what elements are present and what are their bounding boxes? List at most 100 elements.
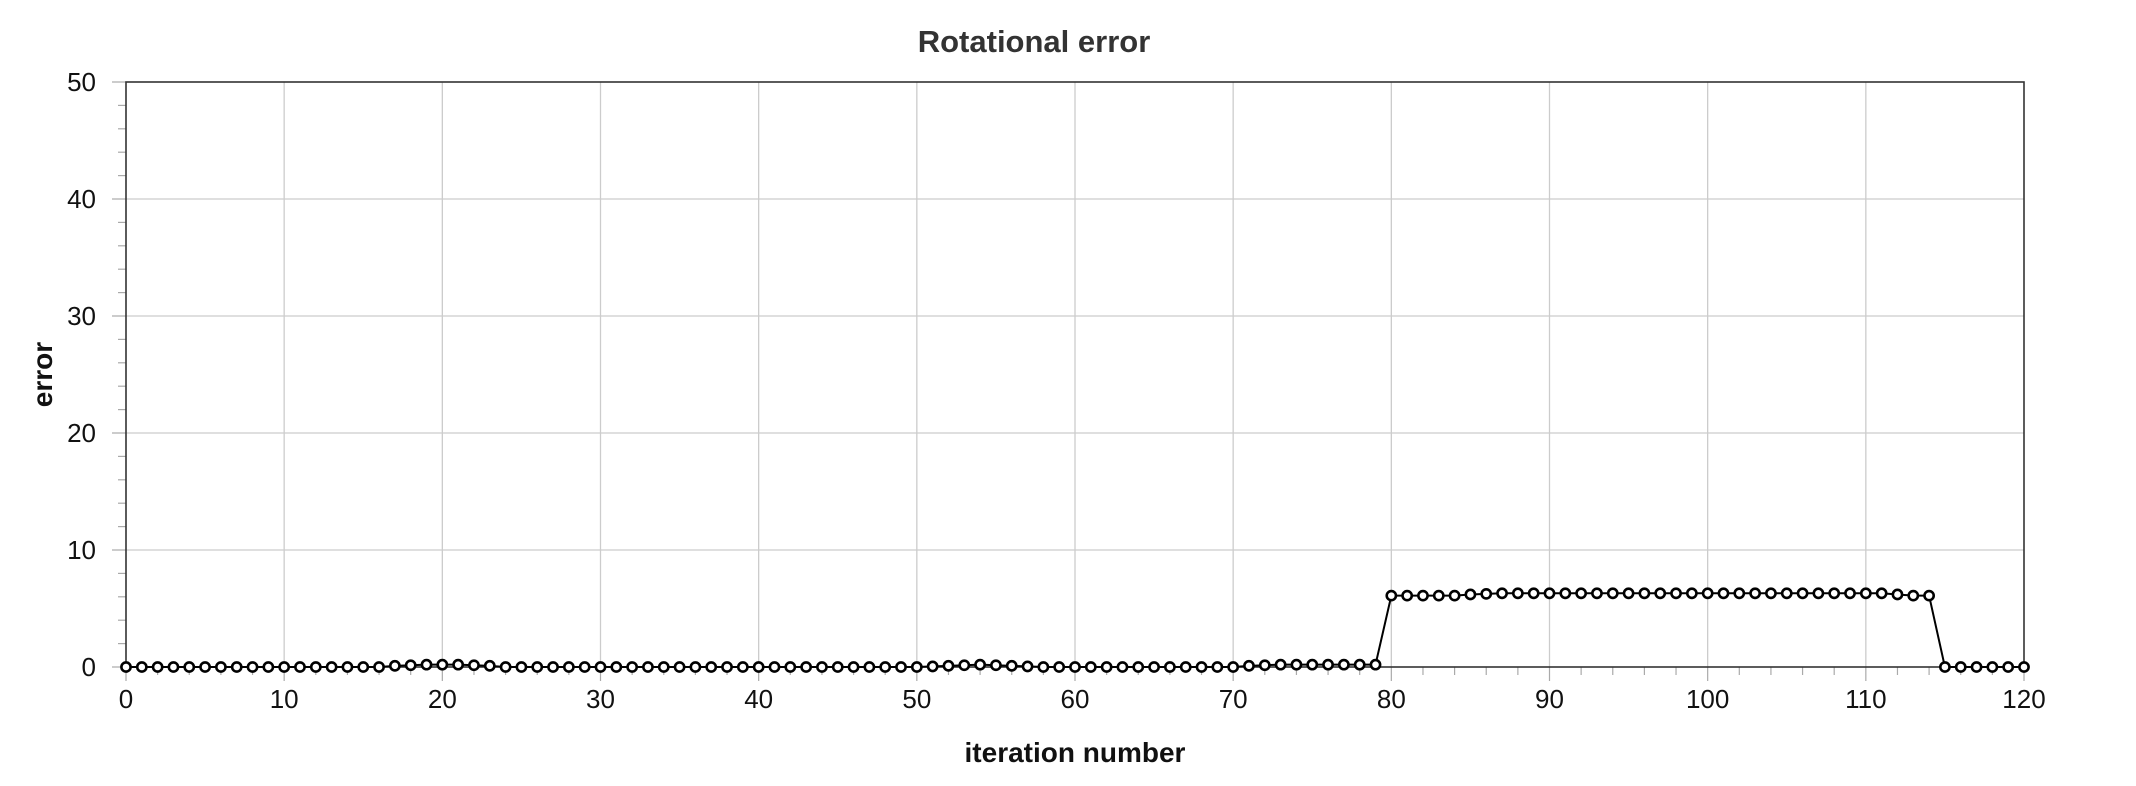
data-point	[1496, 587, 1508, 600]
data-point	[309, 661, 322, 673]
data-point	[1685, 587, 1698, 600]
data-point	[1322, 658, 1334, 671]
data-point	[388, 659, 401, 672]
data-point	[594, 661, 607, 673]
data-point	[610, 661, 623, 673]
data-point	[1227, 661, 1240, 673]
data-point	[214, 661, 227, 673]
data-point	[2002, 661, 2015, 673]
data-point	[1717, 587, 1730, 600]
data-point	[1559, 587, 1572, 600]
data-point	[1021, 660, 1034, 673]
data-point	[1100, 661, 1113, 673]
data-point	[1591, 587, 1603, 600]
grid-layer	[126, 82, 2024, 667]
data-point	[784, 661, 797, 673]
data-point	[1622, 587, 1635, 600]
data-point	[1164, 661, 1176, 673]
data-point	[515, 661, 528, 673]
y-tick-label: 10	[67, 535, 96, 565]
data-point	[689, 661, 702, 673]
y-tick-label: 0	[82, 652, 96, 682]
x-tick-label: 60	[1061, 684, 1090, 714]
data-point	[1148, 661, 1160, 673]
data-point	[230, 661, 243, 673]
data-point	[278, 661, 291, 673]
data-point	[1069, 661, 1081, 673]
data-point	[1828, 587, 1841, 600]
y-tick-label: 40	[67, 184, 96, 214]
data-point	[1844, 587, 1856, 600]
data-point	[531, 661, 544, 673]
data-point	[499, 661, 512, 673]
data-point	[1859, 587, 1872, 600]
x-tick-label: 40	[744, 684, 773, 714]
data-point	[673, 661, 686, 673]
data-point	[1986, 661, 1999, 673]
data-point	[1907, 589, 1920, 602]
data-point	[1575, 587, 1588, 600]
data-point	[262, 661, 275, 673]
data-point	[341, 661, 354, 673]
data-point	[863, 661, 876, 673]
data-point	[831, 661, 844, 673]
data-point	[1195, 661, 1208, 673]
data-point	[199, 661, 211, 673]
x-tick-label: 80	[1377, 684, 1406, 714]
x-tick-label: 20	[428, 684, 457, 714]
data-point	[468, 659, 480, 672]
x-tick-label: 90	[1535, 684, 1564, 714]
data-point	[752, 661, 765, 673]
x-tick-label: 50	[902, 684, 931, 714]
data-point	[1780, 587, 1793, 600]
data-point	[1053, 661, 1066, 673]
x-tick-label: 120	[2002, 684, 2045, 714]
data-point	[626, 661, 639, 673]
data-point	[1243, 659, 1255, 672]
data-point	[420, 658, 433, 671]
data-point	[705, 661, 718, 673]
data-point	[1290, 658, 1303, 671]
data-point	[736, 661, 749, 673]
data-point	[1116, 661, 1129, 673]
x-axis-label: iteration number	[965, 737, 1186, 768]
data-point	[1132, 661, 1145, 673]
data-point	[990, 659, 1002, 672]
data-point	[151, 661, 164, 673]
data-point	[1812, 587, 1825, 600]
data-point	[2018, 661, 2030, 673]
data-point	[768, 661, 781, 673]
data-point	[562, 661, 575, 673]
data-point	[721, 661, 733, 673]
data-point	[657, 661, 670, 673]
data-point	[816, 661, 828, 673]
data-point	[1274, 658, 1287, 671]
tick-label-layer: 0 10 20 30 40 50 60 70 80 90 100 110 120 0 10 20 30 40 50	[67, 67, 2046, 714]
y-tick-label: 50	[67, 67, 96, 97]
data-point	[1891, 588, 1904, 601]
data-point	[1701, 587, 1714, 600]
x-tick-label: 110	[1845, 684, 1886, 714]
data-point	[1337, 658, 1350, 671]
data-point	[1179, 661, 1192, 673]
data-point	[547, 661, 559, 673]
data-point	[958, 659, 971, 672]
data-point	[120, 661, 132, 673]
data-point	[1527, 587, 1540, 600]
y-tick-label: 30	[67, 301, 96, 331]
data-point	[1005, 659, 1018, 672]
data-point	[1939, 661, 1951, 673]
y-tick-label: 20	[67, 418, 96, 448]
data-point	[1401, 589, 1414, 602]
data-point	[1432, 589, 1445, 602]
data-point	[1875, 587, 1888, 600]
data-point	[1638, 587, 1651, 600]
data-point	[452, 658, 465, 671]
data-point	[436, 658, 449, 671]
data-point	[167, 661, 180, 673]
data-point	[1654, 587, 1667, 600]
data-point	[1749, 587, 1762, 600]
data-point	[404, 659, 417, 672]
